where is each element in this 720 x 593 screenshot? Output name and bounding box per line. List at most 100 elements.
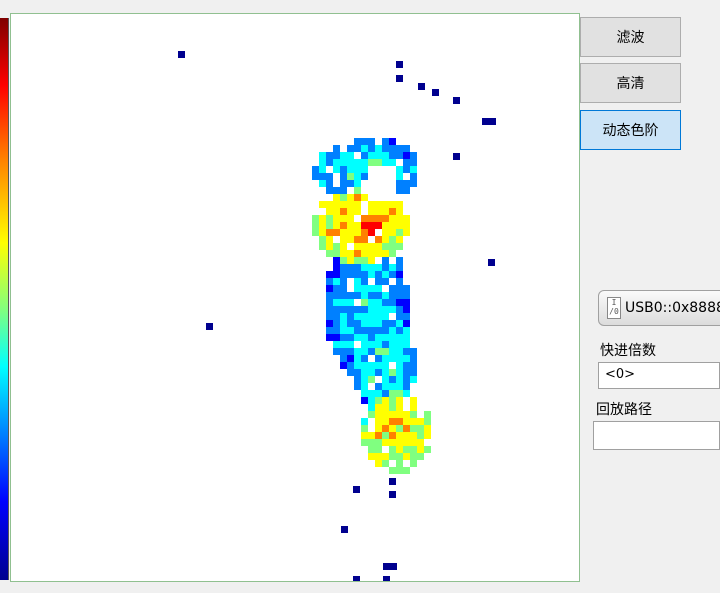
heatmap-cell: [368, 348, 375, 355]
heatmap-cell: [375, 327, 382, 334]
heatmap-cell: [375, 299, 382, 306]
heatmap-cell: [347, 152, 354, 159]
heatmap-cell: [432, 89, 439, 96]
heatmap-cell: [361, 166, 368, 173]
filter-button[interactable]: 滤波: [580, 17, 681, 57]
heatmap-cell: [319, 159, 326, 166]
heatmap-cell: [354, 306, 361, 313]
heatmap-cell: [382, 229, 389, 236]
heatmap-cell: [389, 355, 396, 362]
heatmap-cell: [361, 264, 368, 271]
heatmap-cell: [340, 222, 347, 229]
heatmap-cell: [340, 243, 347, 250]
heatmap-cell: [361, 194, 368, 201]
heatmap-cell: [354, 257, 361, 264]
heatmap-cell: [403, 341, 410, 348]
fast-forward-input[interactable]: <0>: [598, 362, 720, 389]
heatmap-cell: [326, 201, 333, 208]
heatmap-cell: [368, 327, 375, 334]
heatmap-cell: [389, 138, 396, 145]
heatmap-cell: [382, 411, 389, 418]
hd-button[interactable]: 高清: [580, 63, 681, 103]
heatmap-cell: [389, 491, 396, 498]
heatmap-cell: [368, 243, 375, 250]
heatmap-cell: [389, 299, 396, 306]
heatmap-cell: [389, 208, 396, 215]
heatmap-cell: [382, 362, 389, 369]
heatmap-cell: [340, 194, 347, 201]
heatmap-cell: [361, 215, 368, 222]
heatmap-cell: [389, 215, 396, 222]
heatmap-cell: [361, 362, 368, 369]
heatmap-cell: [403, 369, 410, 376]
heatmap-cell: [389, 264, 396, 271]
heatmap-cell: [375, 306, 382, 313]
heatmap-cell: [354, 292, 361, 299]
playback-path-input[interactable]: [593, 421, 720, 450]
heatmap-cell: [361, 250, 368, 257]
heatmap-cell: [340, 236, 347, 243]
heatmap-cell: [389, 390, 396, 397]
heatmap-cell: [340, 173, 347, 180]
pressure-map-canvas: [178, 51, 496, 581]
heatmap-cell: [312, 215, 319, 222]
heatmap-cell: [326, 320, 333, 327]
heatmap-cell: [354, 327, 361, 334]
heatmap-cell: [375, 292, 382, 299]
heatmap-cell: [333, 285, 340, 292]
heatmap-cell: [417, 446, 424, 453]
fast-forward-label: 快进倍数: [600, 343, 656, 359]
heatmap-cell: [368, 201, 375, 208]
colormap-legend: [0, 18, 9, 580]
heatmap-cell: [347, 229, 354, 236]
heatmap-cell: [417, 418, 424, 425]
heatmap-cell: [382, 138, 389, 145]
heatmap-cell: [389, 222, 396, 229]
heatmap-cell: [389, 327, 396, 334]
pressure-heatmap: [10, 13, 580, 582]
heatmap-cell: [383, 576, 390, 581]
heatmap-cell: [340, 208, 347, 215]
heatmap-cell: [340, 355, 347, 362]
visa-resource-control[interactable]: I/0 USB0::0x8888: [598, 290, 720, 326]
heatmap-cell: [410, 180, 417, 187]
dynamic-color-scale-button[interactable]: 动态色阶: [580, 110, 681, 150]
heatmap-cell: [403, 159, 410, 166]
heatmap-cell: [375, 320, 382, 327]
heatmap-cell: [347, 194, 354, 201]
heatmap-cell: [340, 299, 347, 306]
heatmap-cell: [340, 180, 347, 187]
heatmap-cell: [326, 306, 333, 313]
heatmap-cell: [340, 306, 347, 313]
heatmap-cell: [389, 411, 396, 418]
heatmap-cell: [354, 369, 361, 376]
heatmap-cell: [453, 97, 460, 104]
heatmap-cell: [382, 348, 389, 355]
visa-resource-value: USB0::0x8888: [625, 300, 720, 316]
heatmap-cell: [326, 180, 333, 187]
heatmap-cell: [333, 243, 340, 250]
heatmap-cell: [396, 376, 403, 383]
heatmap-cell: [368, 257, 375, 264]
heatmap-cell: [333, 229, 340, 236]
heatmap-cell: [347, 264, 354, 271]
heatmap-cell: [389, 404, 396, 411]
heatmap-cell: [375, 145, 382, 152]
heatmap-cell: [396, 460, 403, 467]
heatmap-cell: [326, 243, 333, 250]
heatmap-cell: [396, 236, 403, 243]
heatmap-cell: [396, 369, 403, 376]
heatmap-cell: [403, 334, 410, 341]
heatmap-cell: [396, 432, 403, 439]
heatmap-cell: [375, 208, 382, 215]
heatmap-cell: [375, 271, 382, 278]
heatmap-cell: [403, 411, 410, 418]
heatmap-cell: [396, 187, 403, 194]
heatmap-cell: [347, 145, 354, 152]
heatmap-cell: [361, 425, 368, 432]
heatmap-cell: [347, 292, 354, 299]
heatmap-cell: [347, 257, 354, 264]
heatmap-cell: [382, 145, 389, 152]
heatmap-cell: [389, 145, 396, 152]
heatmap-cell: [347, 313, 354, 320]
